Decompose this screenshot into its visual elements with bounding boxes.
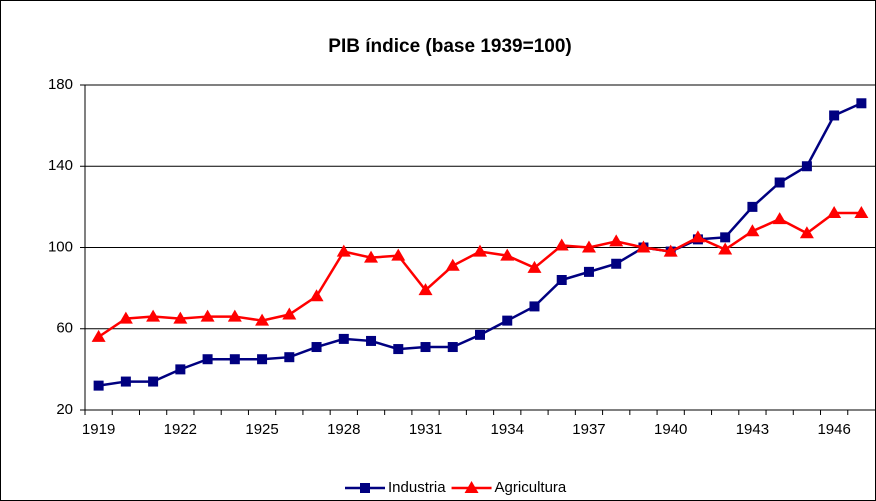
x-tick-label: 1940 [654,421,687,438]
point [393,344,404,355]
point [227,309,242,322]
point [854,205,869,218]
point [120,376,131,387]
y-tick-label: 20 [56,401,73,418]
y-tick-label: 60 [56,320,73,337]
point [366,335,377,346]
point [229,354,240,365]
point [146,309,161,322]
point [856,98,867,109]
point [690,230,705,243]
legend-marker [464,481,479,493]
x-tick-label: 1931 [409,421,442,438]
x-tick-label: 1928 [327,421,360,438]
point [502,315,513,326]
legend-label: Industria [388,479,446,496]
point [284,352,295,363]
y-tick-label: 140 [48,157,73,174]
point [148,376,159,387]
point [829,110,840,121]
legend-marker [360,483,370,493]
point [473,244,487,257]
point [500,248,515,261]
point [609,234,624,247]
point [338,333,349,344]
point [257,354,268,365]
point [445,258,460,271]
x-tick-label: 1934 [491,421,524,438]
point [636,240,651,253]
point [173,311,188,324]
point [581,240,596,253]
point [91,329,106,342]
point [554,238,569,251]
point [420,342,431,353]
point [747,201,758,212]
point [529,301,540,312]
point [118,311,133,324]
x-tick-label: 1922 [164,421,197,438]
y-tick-label: 180 [48,76,73,93]
point [282,307,297,320]
point [720,232,731,243]
point [418,283,433,296]
point [200,309,215,322]
point [364,250,379,263]
y-tick-label: 100 [48,238,73,255]
point [801,161,812,172]
point [447,342,458,353]
point [175,364,186,375]
legend-label: Agricultura [495,479,567,496]
point [311,342,322,353]
x-tick-label: 1943 [736,421,769,438]
x-tick-label: 1946 [817,421,850,438]
point [827,205,842,218]
point [336,244,351,257]
x-tick-label: 1919 [82,421,115,438]
point [718,242,733,255]
point [663,244,678,257]
point [772,212,787,225]
point [611,258,622,269]
x-tick-label: 1937 [572,421,605,438]
point [202,354,213,365]
point [93,380,104,391]
point [309,289,324,302]
point [527,260,542,273]
point [475,329,485,340]
point [745,224,760,237]
point [774,177,785,188]
point [255,313,270,326]
chart-title: PIB índice (base 1939=100) [328,36,571,57]
point [391,248,406,261]
point [799,226,814,239]
point [556,275,567,285]
point [583,266,594,277]
x-tick-label: 1925 [245,421,278,438]
